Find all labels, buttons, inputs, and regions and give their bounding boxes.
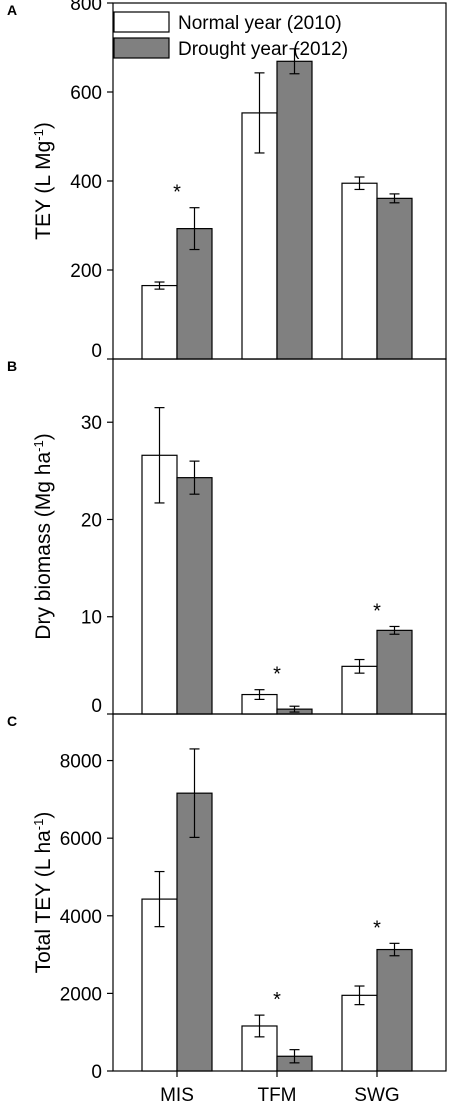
panel-label: C xyxy=(7,713,17,729)
significance-marker: * xyxy=(273,664,281,686)
legend-swatch xyxy=(113,11,170,33)
bar-normal xyxy=(141,898,178,1072)
y-axis-title: Total TEY (L ha-1) xyxy=(31,812,56,974)
y-tick-label: 0 xyxy=(91,341,102,362)
y-tick-label: 8000 xyxy=(60,752,102,773)
y-tick-label: 200 xyxy=(70,261,102,282)
x-tick-label: SWG xyxy=(354,1085,399,1106)
y-tick-label: 600 xyxy=(70,83,102,104)
bar-normal xyxy=(141,284,178,360)
panel-label: A xyxy=(7,2,17,18)
bar-normal xyxy=(341,994,378,1072)
y-axis-title: Dry biomass (Mg ha-1) xyxy=(31,433,56,639)
y-tick-label: 4000 xyxy=(60,907,102,928)
significance-marker: * xyxy=(173,182,181,204)
bar-drought xyxy=(376,629,413,715)
x-tick-label: TFM xyxy=(257,1085,296,1106)
y-tick-label: 2000 xyxy=(60,984,102,1005)
bar-drought xyxy=(176,228,213,360)
bar-drought xyxy=(376,948,413,1072)
y-tick-label: 0 xyxy=(91,696,102,717)
panel-c: C 0 2000 4000 6000 8000 Total TEY (L ha-1) * * MI… xyxy=(7,713,447,1106)
legend-swatch xyxy=(113,37,170,59)
significance-marker: * xyxy=(373,917,381,939)
bar-drought xyxy=(176,477,213,715)
bar-normal xyxy=(341,665,378,715)
panel-b: B 0 10 20 30 Dry biomass (Mg ha-1) * * xyxy=(7,358,447,717)
significance-marker: * xyxy=(373,600,381,622)
panel-label: B xyxy=(7,358,17,374)
significance-marker: * xyxy=(273,989,281,1011)
y-tick-label: 10 xyxy=(81,608,102,629)
legend-entry: Normal year (2010) xyxy=(178,13,342,34)
y-tick-label: 800 xyxy=(70,0,102,15)
y-tick-label: 6000 xyxy=(60,829,102,850)
y-tick-label: 20 xyxy=(81,510,102,531)
legend-entry: Drought year (2012) xyxy=(178,39,348,60)
y-tick-label: 0 xyxy=(91,1062,102,1083)
y-tick-label: 30 xyxy=(81,413,102,434)
y-tick-label: 400 xyxy=(70,172,102,193)
bar-normal xyxy=(341,182,378,360)
bar-drought xyxy=(176,792,213,1072)
x-tick-label: MIS xyxy=(160,1085,194,1106)
bar-drought xyxy=(276,60,313,360)
bar-drought xyxy=(376,197,413,360)
panel-a: A 0 200 400 600 800 TEY (L Mg-1) * Normal year (… xyxy=(7,0,447,362)
y-axis-title: TEY (L Mg-1) xyxy=(31,122,56,240)
